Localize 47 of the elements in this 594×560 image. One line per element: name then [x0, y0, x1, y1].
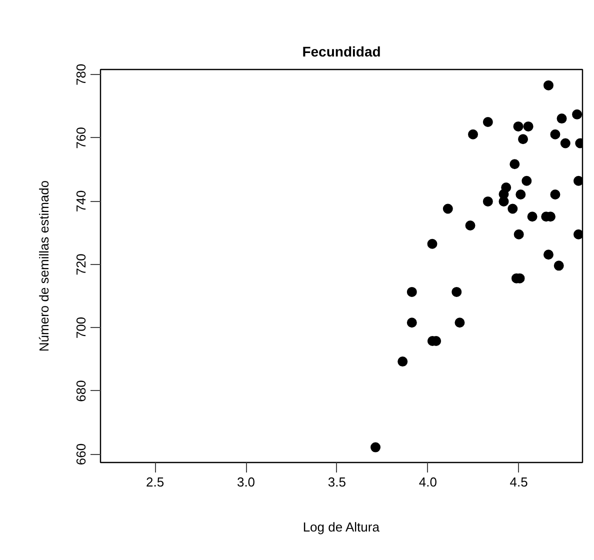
point	[406, 318, 417, 328]
point	[518, 134, 528, 144]
point	[543, 250, 554, 260]
y-tick-label: 680	[74, 380, 88, 402]
point	[468, 129, 478, 140]
point	[482, 196, 493, 206]
y-tick-label: 760	[74, 126, 88, 149]
point	[574, 229, 582, 240]
point	[406, 286, 417, 297]
point	[550, 189, 560, 200]
point	[514, 229, 524, 240]
point	[550, 129, 560, 140]
point	[574, 176, 582, 186]
point	[442, 204, 453, 214]
y-tick-label: 740	[74, 190, 88, 212]
point	[370, 442, 381, 452]
point	[516, 189, 526, 200]
point	[522, 176, 532, 186]
y-tick-label: 700	[74, 316, 88, 339]
point	[498, 196, 509, 206]
x-tick-label: 2.5	[146, 474, 164, 490]
point	[482, 117, 493, 128]
y-axis-title: Número de semillas estimado	[36, 180, 52, 352]
x-tick-label: 4.5	[510, 474, 528, 490]
point	[454, 318, 465, 328]
point	[465, 220, 476, 230]
y-tick-label: 780	[74, 64, 88, 86]
y-tick-label: 720	[74, 254, 88, 276]
point	[427, 238, 438, 249]
point	[543, 80, 554, 90]
point	[508, 204, 518, 214]
chart-title: Fecundidad	[302, 44, 381, 60]
y-tick-label: 660	[74, 443, 88, 466]
point	[452, 286, 462, 297]
point	[572, 109, 582, 120]
point	[527, 212, 538, 222]
x-tick-label: 4.0	[418, 474, 437, 490]
x-axis-title: Log de Altura	[302, 520, 380, 534]
point	[556, 114, 567, 124]
point	[510, 159, 520, 170]
x-tick-label: 3.0	[236, 474, 256, 490]
point	[554, 260, 564, 271]
point	[560, 138, 570, 148]
point	[523, 121, 534, 132]
point	[513, 121, 524, 132]
x-tick-label: 3.5	[328, 474, 346, 490]
point	[398, 356, 408, 367]
